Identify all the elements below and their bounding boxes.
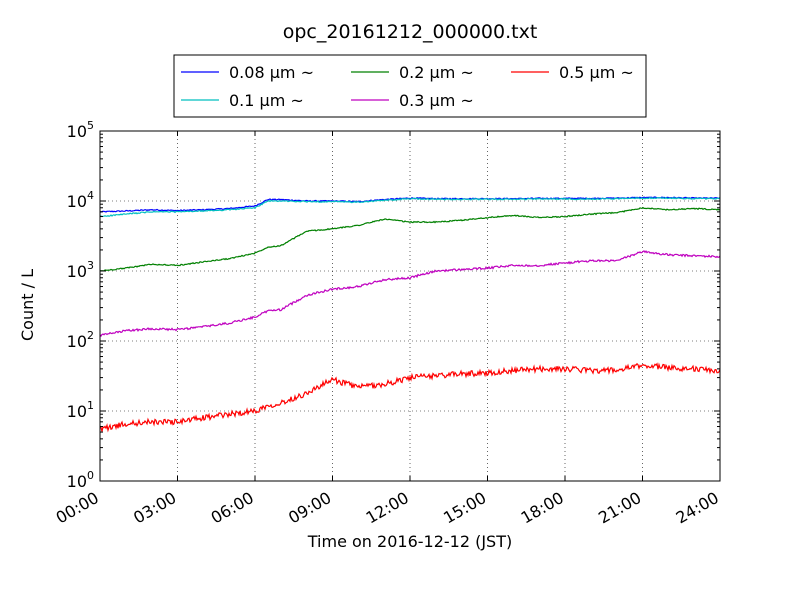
series-line xyxy=(100,250,720,338)
y-tick-label: 102 xyxy=(67,329,94,351)
grid xyxy=(100,131,720,481)
legend-label: 0.2 μm ~ xyxy=(399,63,474,82)
y-tick-label: 101 xyxy=(67,399,94,421)
legend-box xyxy=(173,54,647,118)
y-tick-label: 100 xyxy=(67,469,94,491)
legend-label: 0.1 μm ~ xyxy=(229,91,304,110)
legend-label: 0.08 μm ~ xyxy=(229,63,314,82)
x-axis-label: Time on 2016-12-12 (JST) xyxy=(307,532,512,551)
series-line xyxy=(100,362,720,433)
y-tick-label: 104 xyxy=(67,189,94,211)
y-tick-label: 105 xyxy=(67,119,94,141)
series-line xyxy=(100,206,720,272)
legend-label: 0.3 μm ~ xyxy=(399,91,474,110)
series-line xyxy=(100,196,720,218)
legend: 0.08 μm ~ 0.1 μm ~ 0.2 μm ~ 0.3 μm ~ 0.5 μm … xyxy=(173,54,647,118)
chart-title: opc_20161212_000000.txt xyxy=(283,21,538,43)
legend-label: 0.5 μm ~ xyxy=(559,63,634,82)
y-axis-label: Count / L xyxy=(18,269,37,341)
series-layer xyxy=(100,196,720,433)
y-tick-label: 103 xyxy=(67,259,94,281)
